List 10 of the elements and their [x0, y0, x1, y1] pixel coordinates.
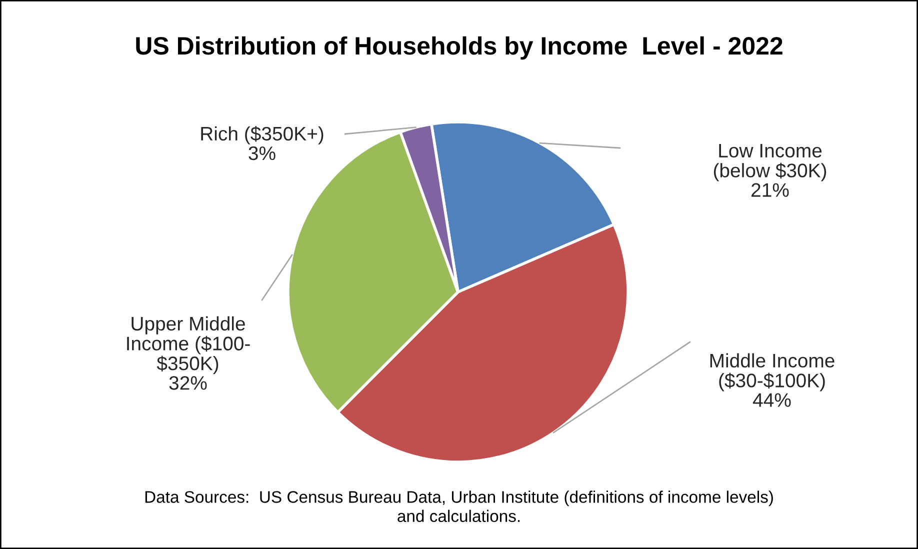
slice-label: Low Income (below $30K) — [714, 144, 826, 182]
slice-label: Middle Income ($30-$100K) — [710, 353, 834, 392]
text: Data Sources: US Census Bureau Data, Urban Institute (definitions of income levels) and calculations. — [145, 490, 773, 522]
data-label: 3% — [248, 146, 276, 160]
slice-label: Upper Middle Income ($100- $350K) — [127, 316, 250, 374]
slice-label: Rich ($350K+) — [201, 126, 324, 144]
data-label: 32% — [169, 376, 207, 390]
data-label: 21% — [752, 183, 789, 197]
data-label: 44% — [752, 393, 791, 407]
chart-title: US Distribution of Households by Income Level - 2022 — [136, 36, 782, 60]
